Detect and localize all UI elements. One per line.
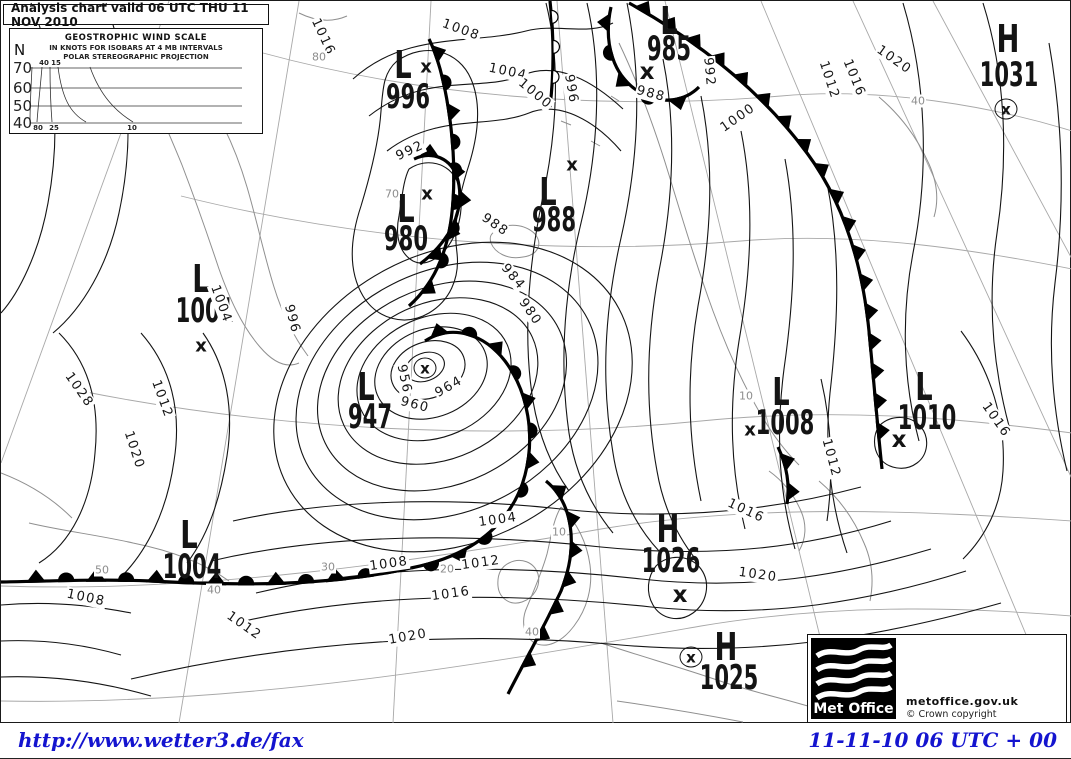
cold-front-pip-icon <box>325 568 347 583</box>
warm-front-pip-icon <box>440 74 452 91</box>
cold-front-pip-icon <box>519 650 537 669</box>
warm-front-pip-icon <box>527 422 538 439</box>
cold-front-pip-icon <box>812 162 829 181</box>
source-url-link[interactable]: http://www.wetter3.de/fax <box>18 728 304 752</box>
cold-front-pip-icon <box>858 272 874 293</box>
cold-front-pip-icon <box>547 596 564 616</box>
cold-front-pip-icon <box>731 71 749 89</box>
wind-scale-bottom-tick: 10 <box>127 124 137 132</box>
met-office-logo: Met Office <box>811 638 896 719</box>
met-office-waves-icon <box>815 642 893 701</box>
cold-front-pip-icon <box>520 391 536 412</box>
met-office-attribution-box: Met Office metoffice.gov.uk © Crown copy… <box>807 634 1067 723</box>
wind-scale-subtitle: IN KNOTS FOR ISOBARS AT 4 MB INTERVALS <box>49 44 223 52</box>
cold-front-pip-icon <box>425 243 442 261</box>
warm-front-pip-icon <box>602 44 615 61</box>
cold-front-pip-icon <box>445 102 461 123</box>
cold-front-pip-icon <box>448 546 468 564</box>
cold-front-pip-icon <box>753 92 771 110</box>
cold-front-pip-icon <box>827 188 845 207</box>
analysis-chart-map: L 996 x L 985 x H 1031 x L 980 x L 988 x L 1001 x L 947 x L 10… <box>0 0 1071 724</box>
cold-front-pip-icon <box>560 568 577 589</box>
cold-front-pip-icon <box>565 510 581 531</box>
chart-title: Analysis chart valid 06 UTC THU 11 NOV 2… <box>11 0 249 29</box>
warm-front-pip-icon <box>476 530 493 545</box>
wind-scale-bottom-tick: 80 <box>33 124 43 132</box>
cold-front-pip-icon <box>419 277 436 294</box>
wind-scale-graph <box>29 66 242 124</box>
cold-front-pip-icon <box>145 569 167 584</box>
cold-front-pip-icon <box>568 539 583 560</box>
cold-front-pip-icon <box>549 485 567 502</box>
cold-front-pip-icon <box>794 138 812 156</box>
cold-front-pip-icon <box>633 1 651 18</box>
warm-front-pip-icon <box>448 162 463 179</box>
chart-datetime: 11-11-10 06 UTC + 00 <box>808 728 1057 752</box>
cold-front-pip-icon <box>85 568 107 582</box>
warm-front-pip-icon <box>446 220 460 237</box>
warm-front-pip-icon <box>118 572 135 583</box>
warm-front-pip-icon <box>237 575 255 586</box>
wind-scale-top-tick: 15 <box>51 59 61 67</box>
cold-front-pip-icon <box>486 341 503 359</box>
warm-front-pip-icon <box>550 9 559 25</box>
wind-scale-latitude-tick: 40 <box>13 114 33 132</box>
chart-title-box: Analysis chart valid 06 UTC THU 11 NOV 2… <box>3 1 269 29</box>
cold-front-pip-icon <box>867 331 882 352</box>
met-office-wordmark: Met Office <box>813 701 894 717</box>
warm-front-pip-icon <box>436 252 449 269</box>
cold-front-pip-icon <box>385 559 406 575</box>
cold-front-pip-icon <box>870 361 885 382</box>
cold-front-pip-icon <box>615 70 633 87</box>
wind-scale-latitude-tick: 50 <box>13 97 33 115</box>
warm-front-pip-icon <box>297 574 315 585</box>
cold-front-pip-icon <box>779 452 795 473</box>
cold-front-pip-icon <box>533 623 551 642</box>
cold-front-pip-icon <box>863 301 879 323</box>
cold-front-pip-icon <box>25 569 47 584</box>
wind-scale-latitude-tick: 60 <box>13 79 33 97</box>
wind-scale-latitude-tick: 70 <box>13 59 33 77</box>
warm-front-pip-icon <box>177 574 195 585</box>
wind-scale-axis-label: N <box>14 41 26 59</box>
cold-front-pip-icon <box>497 506 515 523</box>
wind-scale-bottom-tick: 25 <box>49 124 59 132</box>
warm-front-pip-icon <box>515 481 529 498</box>
crown-copyright: © Crown copyright <box>906 709 997 720</box>
cold-front-pip-icon <box>430 44 447 64</box>
cold-front-pip-icon <box>840 215 857 235</box>
warm-front-pip-icon <box>552 39 561 54</box>
warm-front-pip-icon <box>551 69 560 84</box>
cold-front-pip-icon <box>419 143 440 158</box>
cold-front-pip-icon <box>597 12 611 34</box>
wind-scale-projection: POLAR STEREOGRAPHIC PROJECTION <box>63 53 209 61</box>
cold-front-pip-icon <box>265 571 287 586</box>
cold-front-pip-icon <box>667 94 688 111</box>
warm-front-pip-icon <box>422 559 440 572</box>
wind-scale-title: GEOSTROPHIC WIND SCALE <box>64 33 208 43</box>
warm-front-pip-icon <box>460 326 478 339</box>
warm-front-pip-icon <box>357 568 375 579</box>
cold-front-pip-icon <box>875 421 890 442</box>
warm-front-pip-icon <box>640 92 657 105</box>
met-office-website: metoffice.gov.uk <box>906 695 1019 708</box>
cold-front-pip-icon <box>708 52 725 70</box>
cold-front-pip-icon <box>872 391 888 412</box>
cold-front-pip-icon <box>524 450 540 471</box>
cold-front-pip-icon <box>658 16 677 34</box>
wind-scale-box: GEOSTROPHIC WIND SCALE IN KNOTS FOR ISOB… <box>9 28 263 134</box>
cold-front-pip-icon <box>786 481 800 502</box>
cold-front-pip-icon <box>684 33 701 51</box>
cold-front-pip-icon <box>429 323 450 339</box>
cold-front-pip-icon <box>774 115 792 132</box>
cold-front-pip-icon <box>457 189 472 210</box>
warm-front-pip-icon <box>450 133 461 151</box>
cold-front-pip-icon <box>850 243 866 264</box>
warm-front-pip-icon <box>507 365 522 382</box>
wind-scale-top-tick: 40 <box>39 59 49 67</box>
warm-front-pip-icon <box>58 572 75 583</box>
